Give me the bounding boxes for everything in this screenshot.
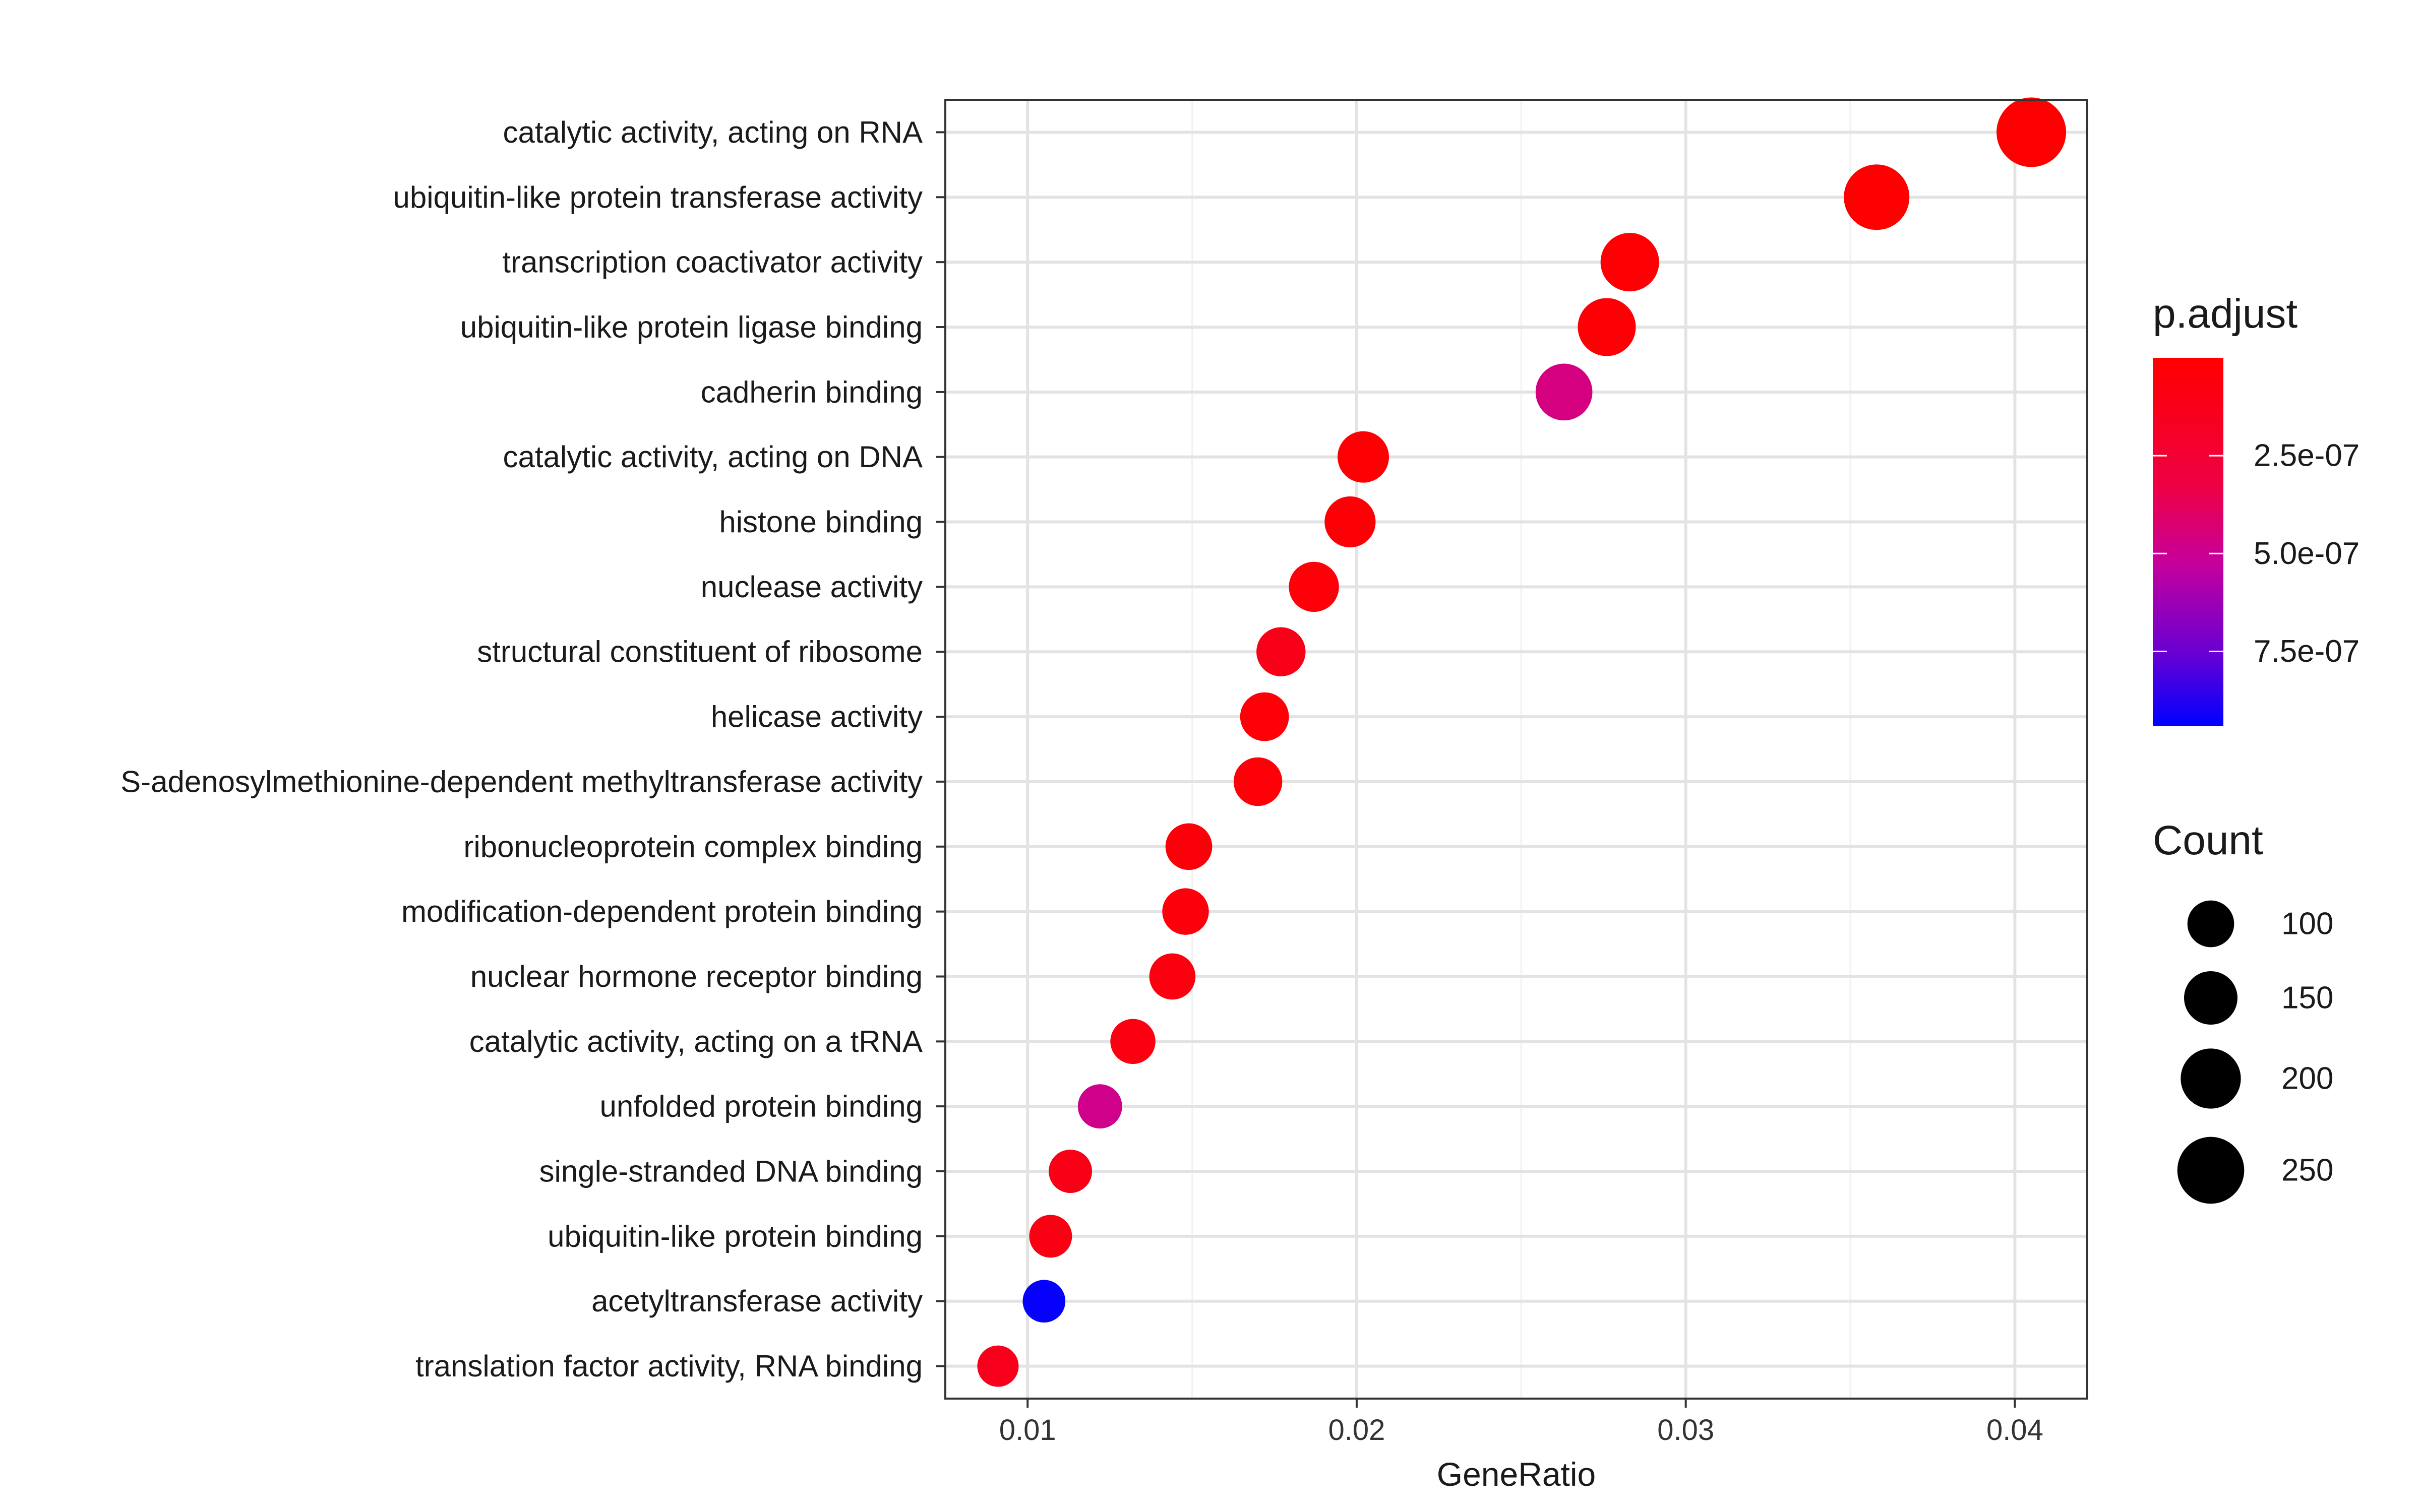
- data-points: [977, 97, 2067, 1387]
- colorbar-tick-label: 2.5e-07: [2254, 438, 2360, 473]
- colorbar-tick-label: 7.5e-07: [2254, 634, 2360, 669]
- y-tick-label: catalytic activity, acting on RNA: [503, 115, 923, 149]
- colorbar: [2153, 358, 2223, 726]
- y-tick-label: nuclease activity: [701, 570, 923, 604]
- y-tick-label: translation factor activity, RNA binding: [415, 1349, 923, 1383]
- plot-panel: [945, 100, 2087, 1399]
- y-tick-label: transcription coactivator activity: [502, 245, 923, 279]
- size-legend-dot: [2177, 1137, 2245, 1204]
- y-tick-label: catalytic activity, acting on a tRNA: [469, 1025, 923, 1058]
- data-point: [1162, 888, 1209, 935]
- data-point: [1535, 363, 1593, 421]
- y-tick-label: ribonucleoprotein complex binding: [463, 830, 923, 863]
- color-legend: p.adjust 2.5e-07 5.0e-07 7.5e-07: [2153, 291, 2360, 726]
- data-point: [1256, 627, 1306, 676]
- data-point: [1029, 1215, 1072, 1258]
- y-tick-label: structural constituent of ribosome: [477, 635, 923, 669]
- size-legend: Count 100 150 200 250: [2153, 817, 2333, 1204]
- y-tick-label: helicase activity: [711, 700, 923, 734]
- size-legend-label: 150: [2281, 981, 2333, 1016]
- y-tick-label: catalytic activity, acting on DNA: [503, 440, 923, 474]
- y-axis: catalytic activity, acting on RNA ubiquit…: [120, 115, 945, 1383]
- y-tick-label: acetyltransferase activity: [591, 1284, 923, 1318]
- y-tick-label: cadherin binding: [701, 375, 923, 409]
- colorbar-tick-label: 5.0e-07: [2254, 536, 2360, 571]
- y-tick-label: nuclear hormone receptor binding: [470, 960, 923, 993]
- data-point: [1077, 1084, 1122, 1129]
- data-point: [1844, 164, 1910, 230]
- data-point: [1996, 97, 2067, 167]
- y-tick-label: unfolded protein binding: [599, 1090, 923, 1123]
- size-legend-items: 100 150 200 250: [2177, 900, 2333, 1204]
- x-axis: 0.01 0.02 0.03 0.04: [999, 1399, 2043, 1446]
- data-point: [977, 1345, 1019, 1387]
- data-point: [1337, 431, 1389, 483]
- size-legend-dot: [2181, 1048, 2241, 1109]
- panel-background: [945, 100, 2087, 1399]
- x-tick-label: 0.03: [1657, 1414, 1714, 1446]
- data-point: [1022, 1280, 1066, 1323]
- data-point: [1600, 233, 1659, 292]
- y-tick-label: histone binding: [719, 505, 923, 539]
- x-axis-title: GeneRatio: [1437, 1456, 1596, 1493]
- colorbar-ticks: 2.5e-07 5.0e-07 7.5e-07: [2153, 438, 2360, 669]
- y-tick-label: S-adenosylmethionine-dependent methyltra…: [120, 765, 923, 798]
- y-tick-label: ubiquitin-like protein transferase activ…: [393, 180, 923, 214]
- data-point: [1233, 757, 1283, 806]
- data-point: [1240, 692, 1289, 741]
- y-tick-label: single-stranded DNA binding: [539, 1155, 923, 1188]
- panel-border: [944, 99, 2088, 1400]
- size-legend-label: 100: [2281, 907, 2333, 941]
- size-legend-title: Count: [2153, 817, 2263, 863]
- x-tick-label: 0.01: [999, 1414, 1056, 1446]
- data-point: [1578, 298, 1636, 356]
- data-point: [1149, 953, 1196, 1000]
- y-tick-label: ubiquitin-like protein binding: [548, 1219, 923, 1253]
- size-legend-label: 250: [2281, 1153, 2333, 1188]
- x-tick-label: 0.02: [1328, 1414, 1385, 1446]
- size-legend-dot: [2187, 900, 2234, 948]
- y-tick-label: modification-dependent protein binding: [401, 895, 923, 928]
- data-point: [1289, 561, 1339, 612]
- color-legend-title: p.adjust: [2153, 291, 2297, 337]
- data-point: [1049, 1150, 1093, 1193]
- size-legend-dot: [2184, 971, 2237, 1025]
- data-point: [1165, 823, 1213, 870]
- y-tick-label: ubiquitin-like protein ligase binding: [460, 310, 923, 344]
- grid-lines: [945, 100, 2087, 1399]
- data-point: [1324, 496, 1376, 548]
- x-tick-label: 0.04: [1986, 1414, 2043, 1446]
- data-point: [1110, 1019, 1156, 1064]
- size-legend-label: 200: [2281, 1061, 2333, 1096]
